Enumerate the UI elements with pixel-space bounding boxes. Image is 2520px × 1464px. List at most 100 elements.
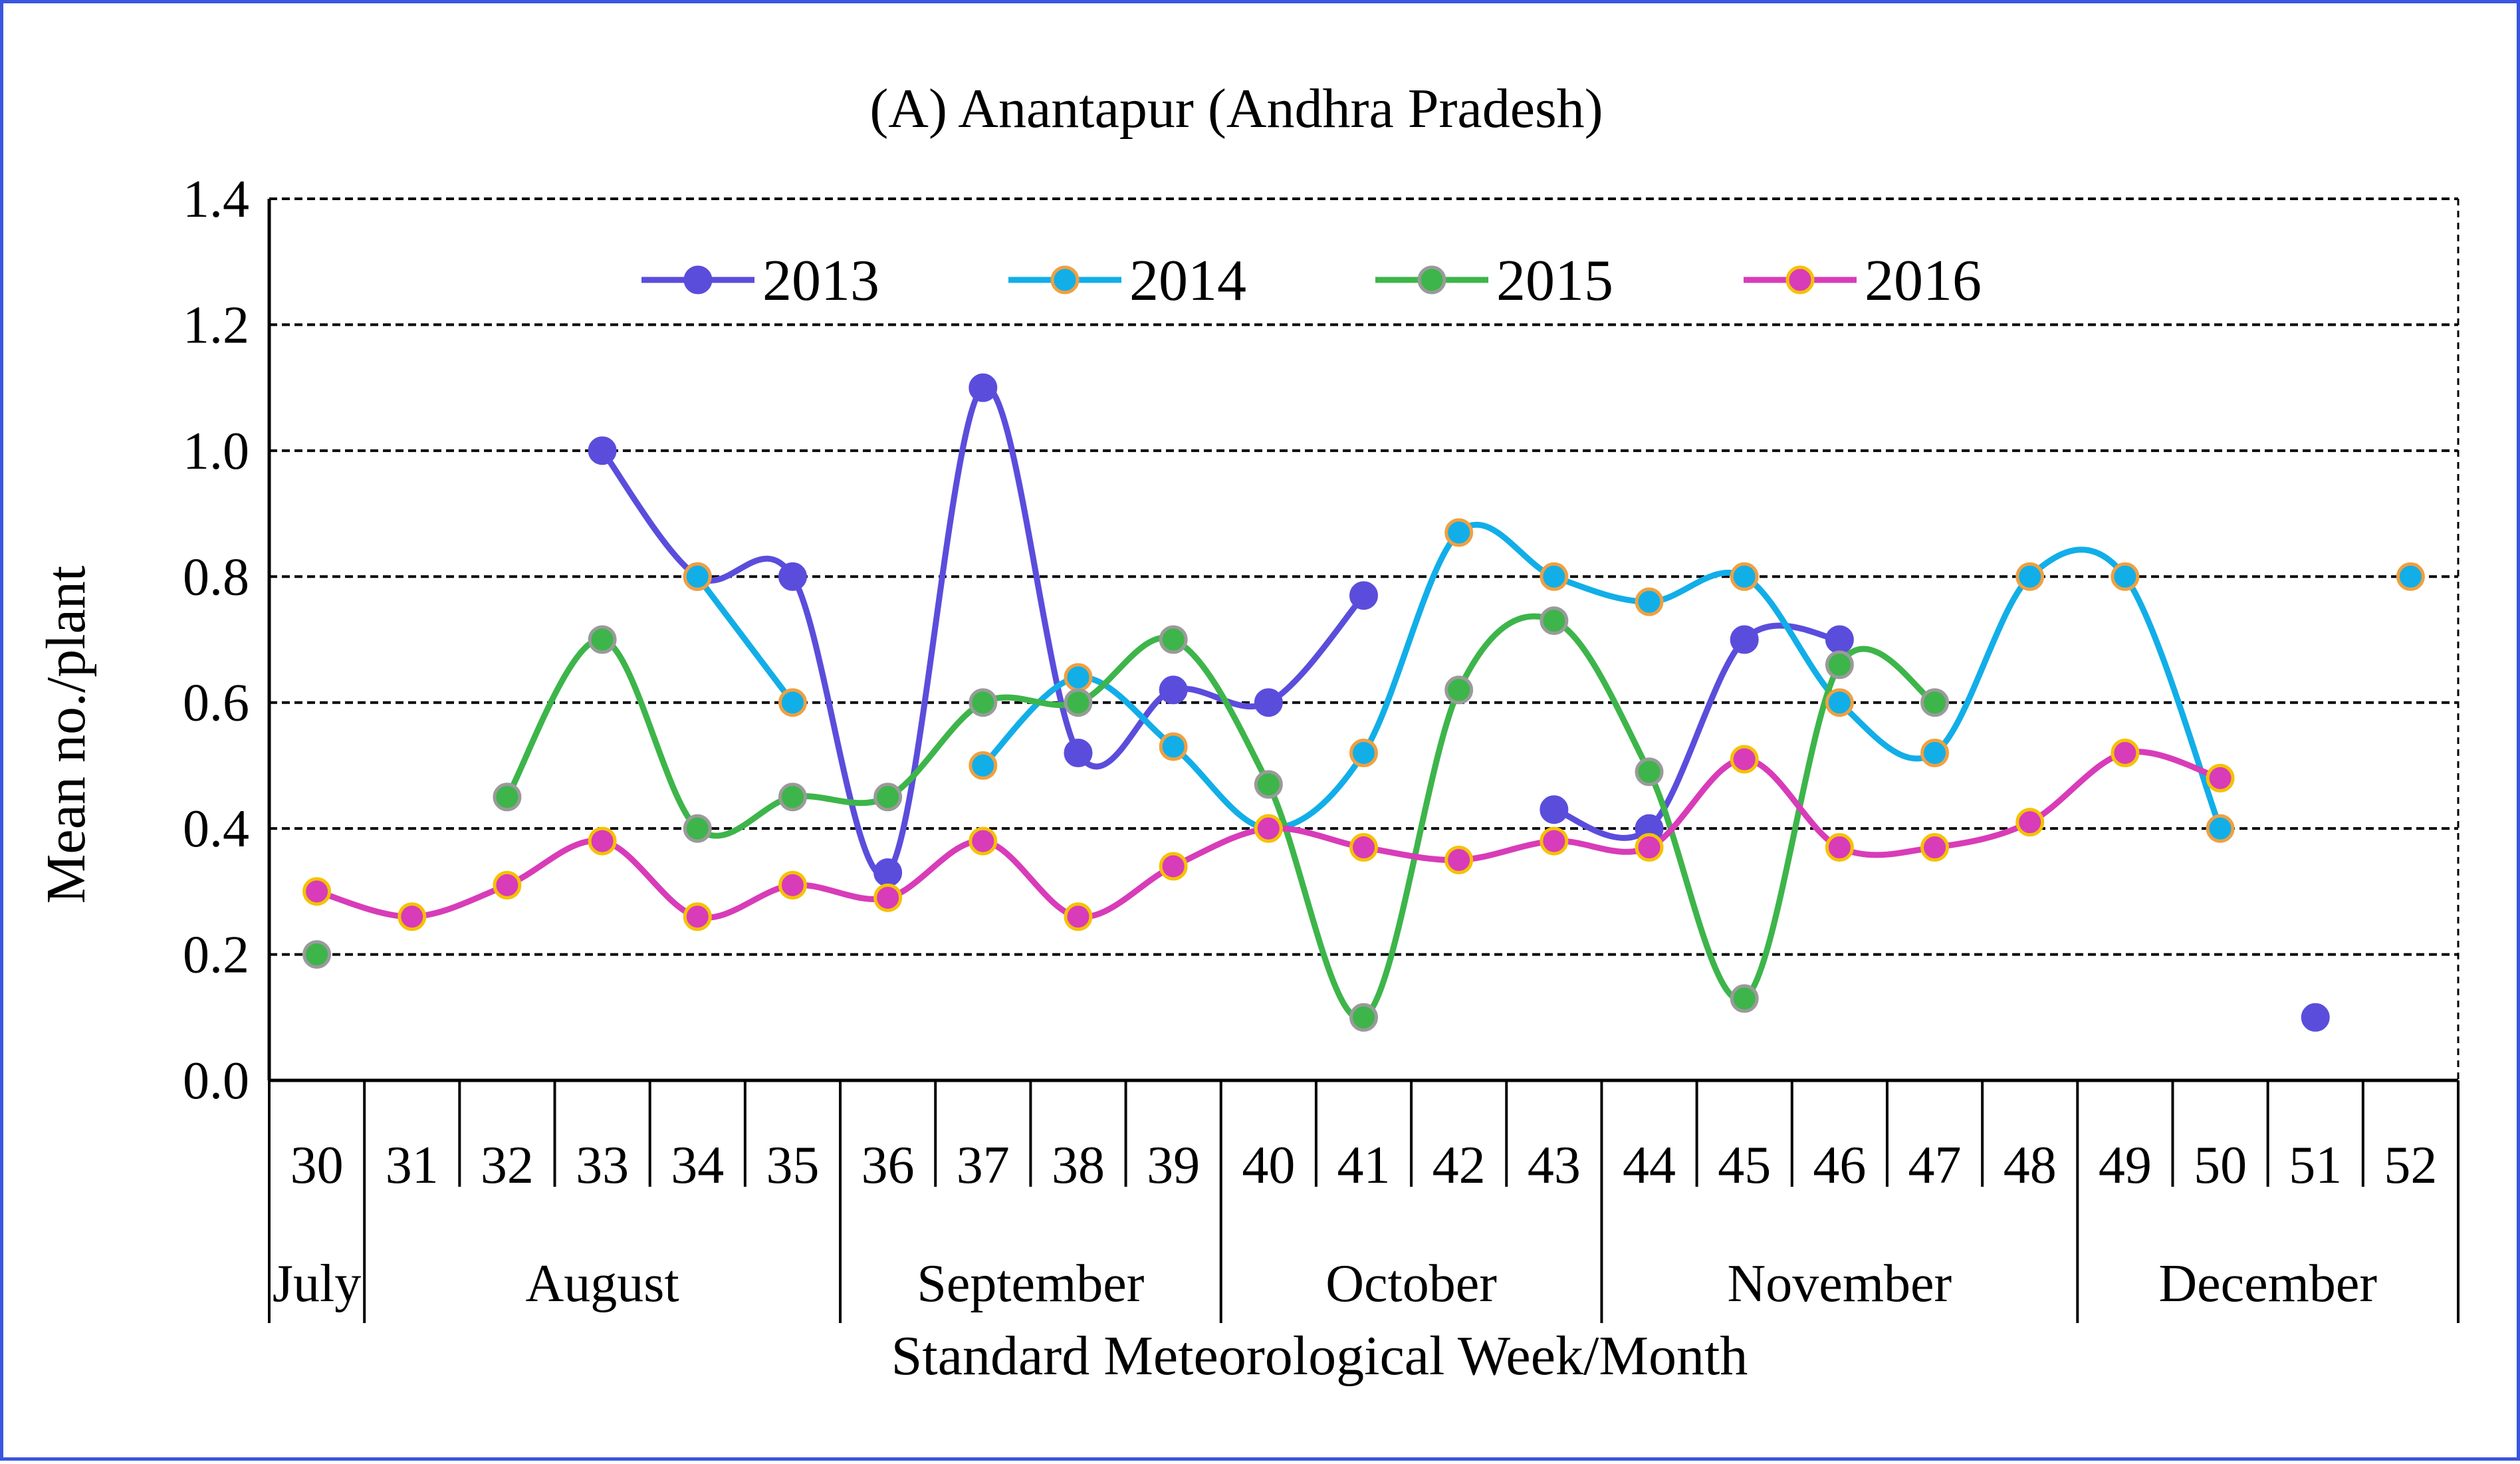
y-tick-label: 0.6 (183, 674, 249, 733)
data-point-2013 (778, 562, 807, 591)
line-chart: 0.0 0.2 0.4 0.6 0.8 1.0 1.2 1.4 30 31 32 33 34 35 36 37… (35, 78, 2460, 1387)
data-point-2014 (1444, 518, 1474, 547)
data-point-2015 (683, 814, 712, 843)
y-axis-title: Mean no./plant (35, 566, 97, 904)
data-point-2013 (969, 373, 998, 402)
x-tick-label: 37 (957, 1136, 1010, 1195)
x-tick-label: 44 (1623, 1136, 1676, 1195)
data-point-2016 (873, 883, 903, 912)
data-point-2014 (2015, 562, 2045, 591)
data-point-2016 (1254, 814, 1283, 843)
data-point-2014 (1349, 738, 1378, 767)
y-tick-label: 0.8 (183, 548, 249, 606)
data-point-2013 (873, 858, 903, 887)
month-label: July (273, 1255, 361, 1313)
data-point-2015 (1349, 1003, 1378, 1032)
data-point-2016 (398, 902, 427, 931)
data-point-2015 (1254, 770, 1283, 799)
legend: 2013 2014 2015 2016 (641, 249, 1982, 313)
data-point-2013 (2301, 1003, 2330, 1032)
x-tick-label: 32 (481, 1136, 534, 1195)
data-point-2015 (302, 940, 332, 969)
month-label: September (917, 1255, 1144, 1313)
data-point-2016 (778, 870, 807, 900)
data-point-2016 (1635, 833, 1664, 862)
data-point-2015 (1540, 606, 1569, 636)
data-point-2016 (2015, 808, 2045, 837)
data-point-2014 (1825, 688, 1854, 717)
data-point-2016 (1825, 833, 1854, 862)
data-point-2015 (1444, 675, 1474, 705)
x-tick-label: 49 (2099, 1136, 2152, 1195)
data-point-2016 (1349, 833, 1378, 862)
x-tick-label: 40 (1242, 1136, 1295, 1195)
x-tick-label: 38 (1052, 1136, 1105, 1195)
data-point-2014 (2111, 562, 2140, 591)
data-point-2015 (1064, 688, 1093, 717)
data-point-2015 (1920, 688, 1950, 717)
data-point-2015 (1159, 625, 1188, 654)
month-label: August (526, 1255, 679, 1313)
grid-lines (269, 197, 2458, 956)
data-point-2016 (1444, 846, 1474, 874)
series-line-2014 (694, 573, 796, 706)
data-point-2016 (1540, 826, 1569, 856)
x-tick-label: 39 (1147, 1136, 1200, 1195)
data-point-2014 (1159, 732, 1188, 761)
x-tick-label: 51 (2289, 1136, 2342, 1195)
month-label: October (1325, 1255, 1497, 1313)
legend-marker-2013 (683, 265, 713, 295)
y-tick-label: 1.0 (183, 422, 249, 481)
x-tick-label: 47 (1908, 1136, 1962, 1195)
data-point-2016 (1920, 833, 1950, 862)
data-point-2013 (1730, 625, 1759, 654)
data-point-2013 (588, 436, 617, 465)
data-point-2016 (1730, 745, 1759, 774)
legend-label-2015: 2015 (1496, 249, 1613, 313)
series-line-2013 (599, 384, 1367, 878)
data-point-2014 (2396, 562, 2425, 591)
x-tick-label: 41 (1337, 1136, 1391, 1195)
data-point-2016 (302, 877, 332, 906)
legend-marker-2015 (1417, 265, 1446, 295)
x-tick-label: 35 (766, 1136, 819, 1195)
data-point-2014 (683, 562, 712, 591)
legend-marker-2016 (1785, 265, 1815, 295)
x-tick-label: 46 (1813, 1136, 1866, 1195)
data-point-2013 (1159, 675, 1188, 705)
data-point-2014 (2206, 814, 2235, 843)
data-point-2016 (683, 902, 712, 931)
data-point-2013 (1064, 738, 1093, 767)
data-point-2015 (873, 783, 903, 812)
x-tick-label: 33 (576, 1136, 629, 1195)
data-point-2015 (778, 783, 807, 812)
x-tick-label: 31 (386, 1136, 439, 1195)
data-point-2014 (1064, 663, 1093, 692)
x-tick-label: 42 (1432, 1136, 1486, 1195)
data-point-2015 (1635, 757, 1664, 787)
data-point-2016 (2111, 738, 2140, 767)
x-tick-label: 50 (2194, 1136, 2247, 1195)
x-tick-label: 36 (861, 1136, 915, 1195)
data-point-2014 (1730, 562, 1759, 591)
data-point-2015 (969, 688, 998, 717)
data-point-2016 (1159, 852, 1188, 881)
data-point-2014 (1540, 562, 1569, 591)
legend-label-2013: 2013 (762, 249, 879, 313)
data-point-2014 (1635, 587, 1664, 616)
data-point-2014 (778, 688, 807, 717)
data-point-2013 (1540, 795, 1569, 824)
data-point-2014 (1920, 738, 1950, 767)
data-point-2015 (1730, 984, 1759, 1013)
data-point-2016 (2206, 763, 2235, 793)
data-point-2016 (493, 870, 522, 900)
data-point-2015 (1825, 650, 1854, 679)
legend-marker-2014 (1050, 265, 1080, 295)
y-tick-label: 0.2 (183, 926, 249, 985)
data-point-2013 (1825, 625, 1854, 654)
x-tick-label: 43 (1528, 1136, 1581, 1195)
series-line-2015 (504, 613, 1938, 1022)
series-markers (302, 373, 2425, 1032)
data-point-2013 (1254, 688, 1283, 717)
